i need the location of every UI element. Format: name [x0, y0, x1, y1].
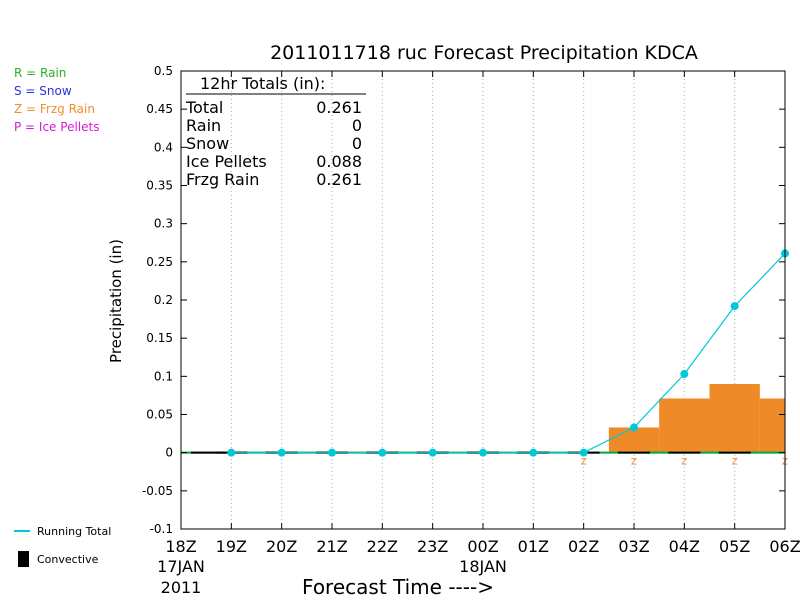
series-legend: Running Total Convective: [14, 525, 111, 567]
y-tick-label: 0.45: [146, 102, 173, 116]
totals-row-label: Ice Pellets: [186, 152, 267, 171]
totals-row-value: 0: [352, 134, 362, 153]
x-axis-label: Forecast Time ---->: [302, 575, 494, 599]
totals-row-label: Rain: [186, 116, 221, 135]
y-tick-label: 0: [165, 446, 173, 460]
y-tick-label: 0.15: [146, 331, 173, 345]
y-axis: -0.1 -0.05 0 0.05 0.1 0.15 0.2 0.25 0.3 0.35 0.4 0.…: [142, 64, 785, 536]
running-total-point: [579, 448, 588, 457]
convective-legend-icon: [18, 551, 29, 567]
type-legend-item: R = Rain: [14, 66, 66, 80]
totals-row-label: Total: [185, 98, 223, 117]
running-total-point: [680, 370, 689, 379]
date-labels: 17JAN 2011 18JAN: [157, 557, 507, 597]
x-tick-label: 05Z: [719, 537, 750, 556]
totals-row-value: 0: [352, 116, 362, 135]
type-marker: Z: [631, 458, 637, 468]
type-marker: Z: [681, 458, 687, 468]
x-tick-label: 18Z: [165, 537, 196, 556]
type-legend-item: P = Ice Pellets: [14, 120, 99, 134]
x-tick-label: 22Z: [367, 537, 398, 556]
precip-bar: [709, 383, 760, 453]
running-total-point: [630, 423, 638, 432]
running-total-point: [479, 448, 487, 457]
running-total-point: [428, 448, 437, 457]
x-tick-label: 00Z: [467, 537, 498, 556]
totals-row-label: Snow: [186, 134, 229, 153]
precip-bar: [608, 427, 660, 453]
running-total-point: [730, 302, 739, 311]
y-tick-label: 0.25: [146, 255, 173, 269]
date-label: 2011: [161, 578, 202, 597]
x-tick-label: 19Z: [216, 537, 247, 556]
type-legend-item: S = Snow: [14, 84, 72, 98]
type-marker: Z: [581, 458, 587, 468]
type-legend-item: Z = Frzg Rain: [14, 102, 95, 116]
running-total-series: [227, 249, 789, 457]
precip-type-legend: R = Rain S = Snow Z = Frzg Rain P = Ice Pel…: [14, 66, 99, 134]
x-tick-label: 01Z: [518, 537, 549, 556]
running-total-point: [529, 448, 538, 457]
precip-bar: [659, 398, 710, 453]
totals-header: 12hr Totals (in):: [200, 74, 325, 93]
y-tick-label: 0.5: [154, 64, 173, 78]
running-total-point: [328, 448, 336, 457]
x-tick-label: 20Z: [266, 537, 297, 556]
x-tick-label: 21Z: [316, 537, 347, 556]
date-label: 17JAN: [157, 557, 205, 576]
totals-row-value: 0.088: [316, 152, 362, 171]
running-total-point: [378, 448, 387, 457]
totals-row-value: 0.261: [316, 170, 362, 189]
y-tick-label: 0.2: [154, 293, 173, 307]
x-tick-label: 04Z: [669, 537, 700, 556]
x-tick-label: 02Z: [568, 537, 599, 556]
totals-row-label: Frzg Rain: [186, 170, 259, 189]
totals-box: 12hr Totals (in): Total 0.261 Rain 0 Snow 0 Ice…: [185, 74, 366, 189]
precip-bar: [759, 398, 785, 453]
bar-series: [608, 383, 785, 453]
x-tick-label: 23Z: [417, 537, 448, 556]
running-total-point: [227, 448, 236, 457]
running-total-line: [231, 253, 786, 454]
chart-title: 2011011718 ruc Forecast Precipitation KD…: [270, 42, 698, 64]
y-axis-label: Precipitation (in): [107, 239, 125, 363]
y-tick-label: -0.05: [142, 484, 173, 498]
series-legend-label: Convective: [37, 553, 99, 566]
x-tick-label: 03Z: [618, 537, 649, 556]
running-total-point: [277, 448, 286, 457]
y-tick-label: 0.3: [154, 217, 173, 231]
y-tick-label: 0.35: [146, 179, 173, 193]
grid: [230, 71, 736, 529]
date-label: 18JAN: [459, 557, 507, 576]
y-tick-label: 0.4: [154, 140, 173, 154]
type-marker: Z: [732, 458, 738, 468]
y-tick-label: 0.1: [154, 369, 173, 383]
x-tick-label: 06Z: [769, 537, 800, 556]
y-tick-label: -0.1: [150, 522, 173, 536]
x-axis: 18Z 19Z 20Z 21Z 22Z 23Z 00Z 01Z 02Z 03Z 04Z 05Z 06Z: [165, 71, 800, 556]
totals-row-value: 0.261: [316, 98, 362, 117]
y-tick-label: 0.05: [146, 408, 173, 422]
series-legend-label: Running Total: [37, 525, 111, 538]
